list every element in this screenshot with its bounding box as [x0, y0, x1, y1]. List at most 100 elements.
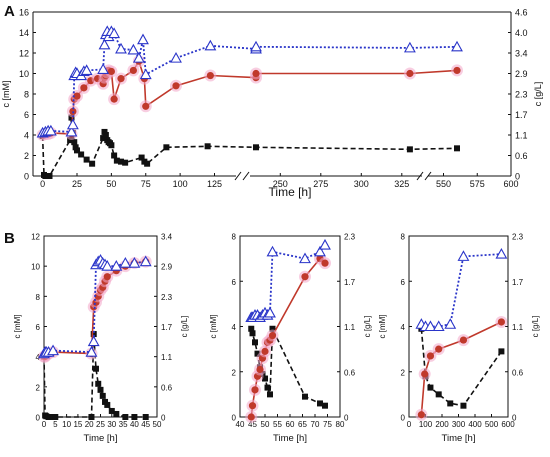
data-point-circle — [268, 331, 277, 340]
data-point-square — [122, 159, 129, 166]
data-point-circle — [406, 69, 414, 78]
data-point-triangle — [403, 41, 416, 53]
axis-break-mark — [242, 171, 250, 181]
data-point-square — [101, 128, 108, 135]
data-point-square — [102, 132, 109, 138]
data-point-triangle — [87, 335, 100, 347]
y2-tick-label: 2.9 — [515, 69, 528, 79]
y2-tick-label: 1.7 — [515, 110, 528, 120]
y-tick-label: 2 — [401, 368, 406, 377]
y-tick-label: 8 — [232, 233, 237, 242]
data-point-triangle — [101, 260, 114, 271]
data-point-circle — [117, 75, 125, 83]
y2-tick-label: 1.1 — [512, 323, 524, 332]
data-point-square — [131, 414, 138, 420]
data-point-triangle — [495, 247, 508, 259]
y2-tick-label: 1.7 — [161, 323, 173, 332]
y2-tick-label: 0.6 — [515, 151, 528, 161]
data-point-triangle — [204, 39, 217, 51]
y2-tick-label: 4.6 — [515, 8, 528, 18]
y-tick-label: 10 — [31, 263, 40, 272]
data-point-square — [267, 391, 273, 398]
x-tick-label: 50 — [261, 420, 270, 429]
data-point-square — [74, 147, 80, 154]
y2-tick-label: 2.3 — [161, 293, 173, 302]
y2-tick-label: 1.7 — [512, 278, 524, 287]
y-axis-label: c [mM] — [209, 315, 218, 339]
data-point-square — [108, 407, 115, 414]
x-tick-label: 45 — [141, 420, 150, 429]
x-tick-label: 55 — [273, 420, 282, 429]
series-line-square — [43, 333, 146, 418]
data-point-triangle — [127, 43, 140, 55]
y-tick-label: 4 — [24, 131, 29, 141]
data-point-circle — [417, 411, 425, 419]
x-tick-label: 0 — [407, 420, 412, 429]
x-tick-label: 45 — [248, 420, 257, 429]
data-point-triangle — [85, 346, 98, 357]
data-point-circle — [252, 69, 260, 78]
data-point-triangle — [119, 257, 132, 268]
x-tick-label: 10 — [62, 420, 71, 429]
x-tick-label: 600 — [501, 420, 515, 429]
y2-tick-label: 0 — [512, 414, 517, 423]
data-point-triangle — [115, 42, 127, 54]
data-point-square — [71, 139, 78, 146]
x-tick-label: 20 — [85, 420, 94, 429]
data-point-square — [104, 401, 111, 408]
y2-tick-label: 2.3 — [515, 90, 528, 100]
series-circle — [415, 315, 508, 421]
x-tick-label: 75 — [141, 179, 151, 189]
y2-tick-label: 0.6 — [344, 368, 356, 377]
data-point-triangle — [80, 64, 93, 75]
data-point-triangle — [170, 51, 182, 63]
x-tick-label: 35 — [119, 420, 128, 429]
y-tick-label: 4 — [36, 353, 41, 362]
axis-break-mark — [424, 171, 432, 181]
series-line-square — [41, 117, 458, 177]
x-tick-label: 500 — [485, 420, 499, 429]
y-axis-label: c [mM] — [1, 81, 11, 108]
data-point-circle — [103, 273, 111, 281]
data-point-triangle — [110, 260, 123, 271]
data-point-square — [92, 365, 99, 372]
x-axis-label: Time [h] — [273, 433, 307, 444]
data-point-square — [68, 114, 75, 121]
data-point-circle — [256, 365, 264, 374]
data-point-triangle — [108, 27, 121, 39]
data-point-square — [252, 339, 258, 346]
data-point-triangle — [139, 68, 152, 80]
data-point-triangle — [66, 118, 79, 130]
x-axis-label: Time [h] — [84, 433, 118, 444]
y-tick-label: 2 — [36, 383, 41, 392]
data-point-square — [102, 398, 109, 405]
x-tick-label: 50 — [153, 420, 162, 429]
data-point-square — [89, 160, 96, 167]
x-tick-label: 575 — [470, 179, 485, 189]
data-point-square — [97, 386, 104, 393]
data-point-square — [67, 137, 74, 144]
y2-tick-label: 0 — [515, 172, 520, 182]
y-tick-label: 16 — [19, 8, 29, 18]
data-point-square — [264, 384, 271, 391]
series-triangle — [38, 254, 152, 359]
data-point-triangle — [444, 318, 457, 329]
data-point-square — [427, 384, 434, 391]
y2-tick-label: 0.6 — [161, 383, 173, 392]
data-point-square — [163, 144, 170, 151]
y-tick-label: 4 — [232, 323, 237, 332]
y-tick-label: 4 — [401, 323, 406, 332]
data-point-square — [454, 145, 460, 152]
data-point-square — [302, 393, 308, 400]
series-triangle — [36, 25, 463, 138]
y2-tick-label: 2.3 — [512, 233, 524, 242]
x-tick-label: 100 — [173, 179, 188, 189]
data-point-square — [248, 325, 255, 332]
y-tick-label: 8 — [36, 293, 41, 302]
x-tick-label: 550 — [436, 179, 451, 189]
data-point-square — [113, 410, 120, 417]
y2-tick-label: 1.1 — [515, 131, 528, 141]
y-axis-label: c [mM] — [13, 315, 22, 339]
x-tick-label: 200 — [435, 420, 449, 429]
x-tick-label: 600 — [503, 179, 518, 189]
